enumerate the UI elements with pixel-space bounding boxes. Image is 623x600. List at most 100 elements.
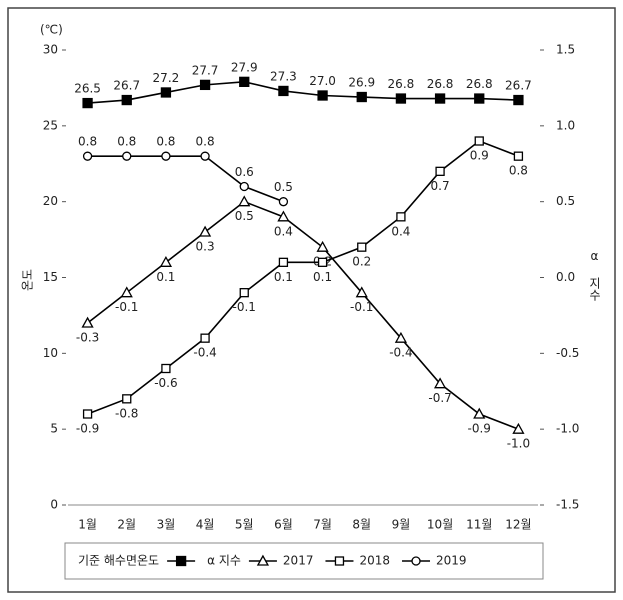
- legend-label: 2017: [283, 554, 314, 568]
- y-tick-label: 15: [43, 270, 58, 284]
- series-line: [87, 81, 519, 104]
- y-tick-label: 20: [43, 194, 58, 208]
- legend-label: 기준 해수면온도: [78, 554, 159, 568]
- point: [278, 257, 289, 267]
- y2-tick-label: 0.5: [556, 194, 575, 208]
- legend-group-label: α 지수: [207, 554, 241, 568]
- data-label: -0.3: [76, 331, 99, 345]
- point: [239, 288, 249, 298]
- point: [200, 151, 210, 161]
- point: [159, 255, 173, 267]
- data-label: -0.6: [154, 376, 177, 390]
- legend-marker: [334, 556, 345, 566]
- point: [278, 85, 289, 97]
- point: [316, 240, 329, 252]
- x-tick-label: 5월: [235, 518, 254, 532]
- data-label: 0.6: [235, 165, 254, 179]
- data-label: 0.1: [274, 270, 293, 284]
- point: [512, 422, 525, 434]
- point: [357, 242, 367, 252]
- point: [278, 197, 289, 207]
- point: [513, 94, 524, 106]
- point: [396, 212, 406, 222]
- y-tick-label: 5: [50, 422, 58, 436]
- point: [161, 151, 171, 161]
- y-tick-label: 25: [43, 118, 58, 132]
- point: [122, 151, 132, 161]
- y2-tick-label: 1.5: [556, 43, 575, 57]
- point: [355, 286, 368, 298]
- point: [82, 97, 93, 109]
- point: [81, 316, 94, 328]
- data-label: 0.1: [313, 270, 332, 284]
- frame: [7, 7, 616, 593]
- point: [199, 79, 211, 91]
- point: [433, 377, 447, 389]
- point: [238, 195, 251, 207]
- data-label: 0.5: [235, 209, 254, 223]
- point: [474, 136, 484, 146]
- data-label: 0.4: [274, 224, 293, 238]
- data-label: 0.1: [156, 270, 175, 284]
- data-label: -0.9: [76, 422, 99, 436]
- point: [121, 94, 132, 106]
- point: [474, 93, 485, 104]
- legend-label: 2019: [436, 554, 467, 568]
- point: [277, 210, 290, 222]
- data-label: 26.8: [466, 77, 493, 91]
- data-label: 0.4: [391, 224, 410, 238]
- data-label: -0.1: [350, 300, 373, 314]
- legend-label: 2018: [359, 554, 390, 568]
- data-label: 26.8: [427, 77, 454, 91]
- legend-marker: [256, 554, 270, 566]
- y2-tick-label: 1.0: [556, 118, 575, 132]
- data-label: -0.4: [193, 346, 216, 360]
- point: [435, 166, 445, 176]
- point: [122, 394, 132, 404]
- data-label: 27.2: [153, 71, 180, 85]
- y2-tick-label: -1.5: [556, 498, 579, 512]
- data-label: 0.2: [352, 255, 371, 269]
- y-tick-label: 10: [43, 346, 58, 360]
- y-tick-label: 0: [50, 498, 58, 512]
- legend-box: [64, 542, 544, 580]
- data-label: -0.9: [468, 422, 491, 436]
- legend-marker: [175, 555, 187, 567]
- series-line: [87, 155, 284, 203]
- x-tick-label: 3월: [157, 518, 176, 532]
- y2-tick-label: 0.0: [556, 270, 575, 284]
- data-label: -0.1: [233, 300, 256, 314]
- data-label: 0.8: [156, 135, 175, 149]
- legend-marker: [411, 556, 421, 566]
- series-line: [87, 140, 519, 415]
- data-label: 0.8: [509, 164, 528, 178]
- x-tick-label: 6월: [274, 518, 293, 532]
- data-label: 26.8: [388, 77, 415, 91]
- point: [356, 91, 367, 103]
- point: [200, 333, 210, 343]
- point: [513, 151, 524, 161]
- data-label: 0.8: [196, 135, 215, 149]
- point: [317, 90, 328, 101]
- point: [317, 257, 328, 267]
- data-label: 27.9: [231, 60, 258, 74]
- data-label: 26.7: [113, 79, 140, 93]
- point: [161, 363, 171, 374]
- data-label: -0.8: [115, 406, 138, 420]
- x-tick-label: 2월: [117, 518, 136, 532]
- data-label: 27.3: [270, 69, 297, 83]
- point: [473, 407, 486, 419]
- data-label: 0.8: [117, 135, 136, 149]
- point: [198, 225, 212, 237]
- data-label: 27.0: [309, 74, 336, 88]
- data-label: 27.7: [192, 63, 219, 77]
- point: [394, 331, 408, 343]
- x-tick-label: 8월: [352, 518, 371, 532]
- data-label: 26.5: [74, 82, 101, 96]
- data-label: -0.7: [428, 391, 451, 405]
- y-axis-label: 온도: [21, 269, 35, 291]
- x-tick-label: 10월: [427, 518, 453, 532]
- data-label: 0.9: [470, 149, 489, 163]
- data-label: 26.7: [505, 79, 532, 93]
